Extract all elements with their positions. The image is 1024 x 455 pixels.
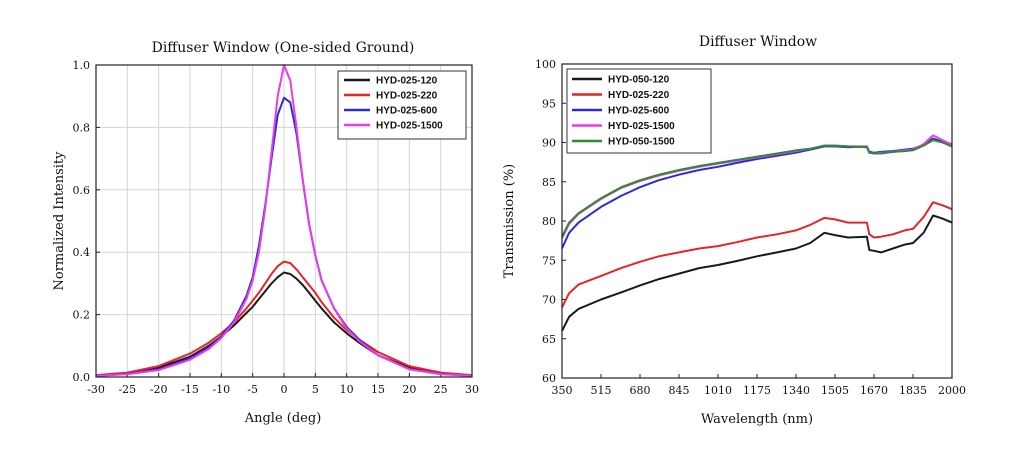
x-tick-label: 25 xyxy=(434,383,448,396)
y-tick-labels: 0.0 0.2 0.4 0.6 0.8 1.0 xyxy=(73,59,91,384)
series-group xyxy=(561,134,953,332)
x-tick-label: 1670 xyxy=(860,384,888,397)
legend-label: HYD-025-120 xyxy=(376,76,438,87)
x-axis-label: Wavelength (nm) xyxy=(701,412,813,427)
y-tick-label: 70 xyxy=(542,294,556,307)
chart-title: Diffuser Window (One-sided Ground) xyxy=(152,40,415,56)
y-tick-label: 95 xyxy=(542,97,556,110)
y-tick-label: 0.6 xyxy=(73,184,91,197)
legend-label: HYD-050-1500 xyxy=(608,137,675,148)
x-tick-label: -5 xyxy=(247,383,258,396)
legend-label: HYD-025-600 xyxy=(376,106,438,117)
series-line-hyd-050-1500 xyxy=(561,139,953,238)
x-tick-label: 350 xyxy=(552,384,573,397)
plot-frame xyxy=(95,64,473,378)
y-tick-label: 80 xyxy=(542,215,556,228)
x-tick-label: 845 xyxy=(669,384,690,397)
legend-label: HYD-025-1500 xyxy=(608,121,675,132)
y-tick-label: 85 xyxy=(542,176,556,189)
x-tick-label: 30 xyxy=(465,383,479,396)
grid xyxy=(561,63,953,379)
y-tick-label: 1.0 xyxy=(73,59,91,72)
y-tick-label: 100 xyxy=(535,58,556,71)
series-line-hyd-025-600 xyxy=(95,96,473,377)
legend: HYD-050-120 HYD-025-220 HYD-025-600 HYD-025… xyxy=(566,68,712,154)
x-tick-label: 680 xyxy=(630,384,651,397)
x-tick-labels: 350 515 680 845 1010 1175 1340 1505 1670 1835 2000 xyxy=(552,384,967,397)
legend-label: HYD-025-220 xyxy=(608,90,670,101)
y-tick-label: 60 xyxy=(542,372,556,385)
legend: HYD-025-120 HYD-025-220 HYD-025-600 HYD-025… xyxy=(337,70,467,140)
series-line-hyd-025-220 xyxy=(561,201,953,308)
x-tick-label: 10 xyxy=(340,383,354,396)
x-axis-label: Angle (deg) xyxy=(244,411,322,426)
y-tick-label: 0.8 xyxy=(73,121,91,134)
x-tick-label: -10 xyxy=(212,383,230,396)
y-tick-label: 90 xyxy=(542,137,556,150)
chart-wavelength-transmission: Diffuser Window 350 515 680 845 1010 1175 1340… xyxy=(502,34,966,427)
series-line-hyd-050-120 xyxy=(561,214,953,332)
x-tick-label: 1175 xyxy=(743,384,771,397)
x-tick-labels: -30 -25 -20 -15 -10 -5 0 5 10 15 20 25 30 xyxy=(87,383,479,396)
legend-label: HYD-050-120 xyxy=(608,75,670,86)
y-tick-label: 0.0 xyxy=(73,371,91,384)
x-tick-label: 1835 xyxy=(899,384,927,397)
x-tick-label: 20 xyxy=(402,383,416,396)
legend-label: HYD-025-600 xyxy=(608,106,670,117)
x-tick-label: -20 xyxy=(150,383,168,396)
y-tick-label: 75 xyxy=(542,254,556,267)
x-tick-label: 0 xyxy=(281,383,288,396)
y-tick-label: 0.4 xyxy=(73,246,91,259)
x-tick-label: 15 xyxy=(371,383,385,396)
plot-frame xyxy=(561,63,953,379)
x-tick-label: -15 xyxy=(181,383,199,396)
legend-label: HYD-025-1500 xyxy=(376,121,443,132)
x-tick-label: 1340 xyxy=(782,384,810,397)
x-tick-label: 1010 xyxy=(704,384,732,397)
y-tick-label: 65 xyxy=(542,333,556,346)
x-tick-label: -30 xyxy=(87,383,105,396)
chart-title: Diffuser Window xyxy=(699,34,817,50)
legend-box xyxy=(337,70,467,140)
y-axis-label: Transmission (%) xyxy=(502,164,517,279)
y-axis-label: Normalized Intensity xyxy=(52,151,67,291)
chart-angle-intensity: Diffuser Window (One-sided Ground) -30 -2… xyxy=(52,40,479,426)
legend-label: HYD-025-220 xyxy=(376,91,438,102)
x-tick-label: 515 xyxy=(591,384,612,397)
y-tick-label: 0.2 xyxy=(73,309,91,322)
x-tick-label: 1505 xyxy=(821,384,849,397)
series-line-hyd-025-600 xyxy=(561,137,953,249)
x-tick-label: 2000 xyxy=(938,384,966,397)
y-tick-labels: 60 65 70 75 80 85 90 95 100 xyxy=(535,58,556,385)
x-tick-label: -25 xyxy=(118,383,136,396)
x-tick-label: 5 xyxy=(312,383,319,396)
